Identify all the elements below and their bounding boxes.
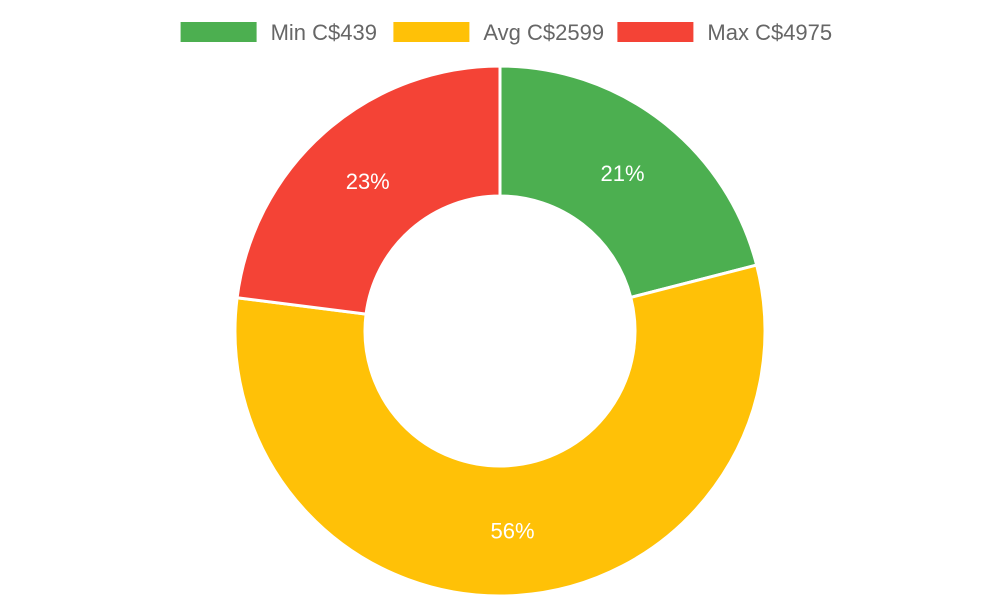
legend: Min C$439 Avg C$2599 Max C$4975 [180,20,832,45]
legend-item-min[interactable]: Min C$439 [180,20,377,45]
slice-max[interactable] [235,64,502,316]
legend-swatch-min [180,22,257,42]
slice-label-avg: 56% [491,519,535,544]
doughnut-slices [233,64,767,598]
legend-item-max[interactable]: Max C$4975 [617,20,832,45]
legend-label-avg: Avg C$2599 [483,20,604,45]
legend-swatch-max [617,22,694,42]
slice-min[interactable] [498,64,759,300]
legend-swatch-avg [393,22,470,42]
slice-label-min: 21% [601,161,645,186]
legend-label-max: Max C$4975 [707,20,832,45]
legend-label-min: Min C$439 [271,20,377,45]
slice-labels: 21% 56% 23% [346,161,645,544]
legend-item-avg[interactable]: Avg C$2599 [393,20,604,45]
slice-label-max: 23% [346,169,390,194]
slice-avg[interactable] [233,263,767,598]
